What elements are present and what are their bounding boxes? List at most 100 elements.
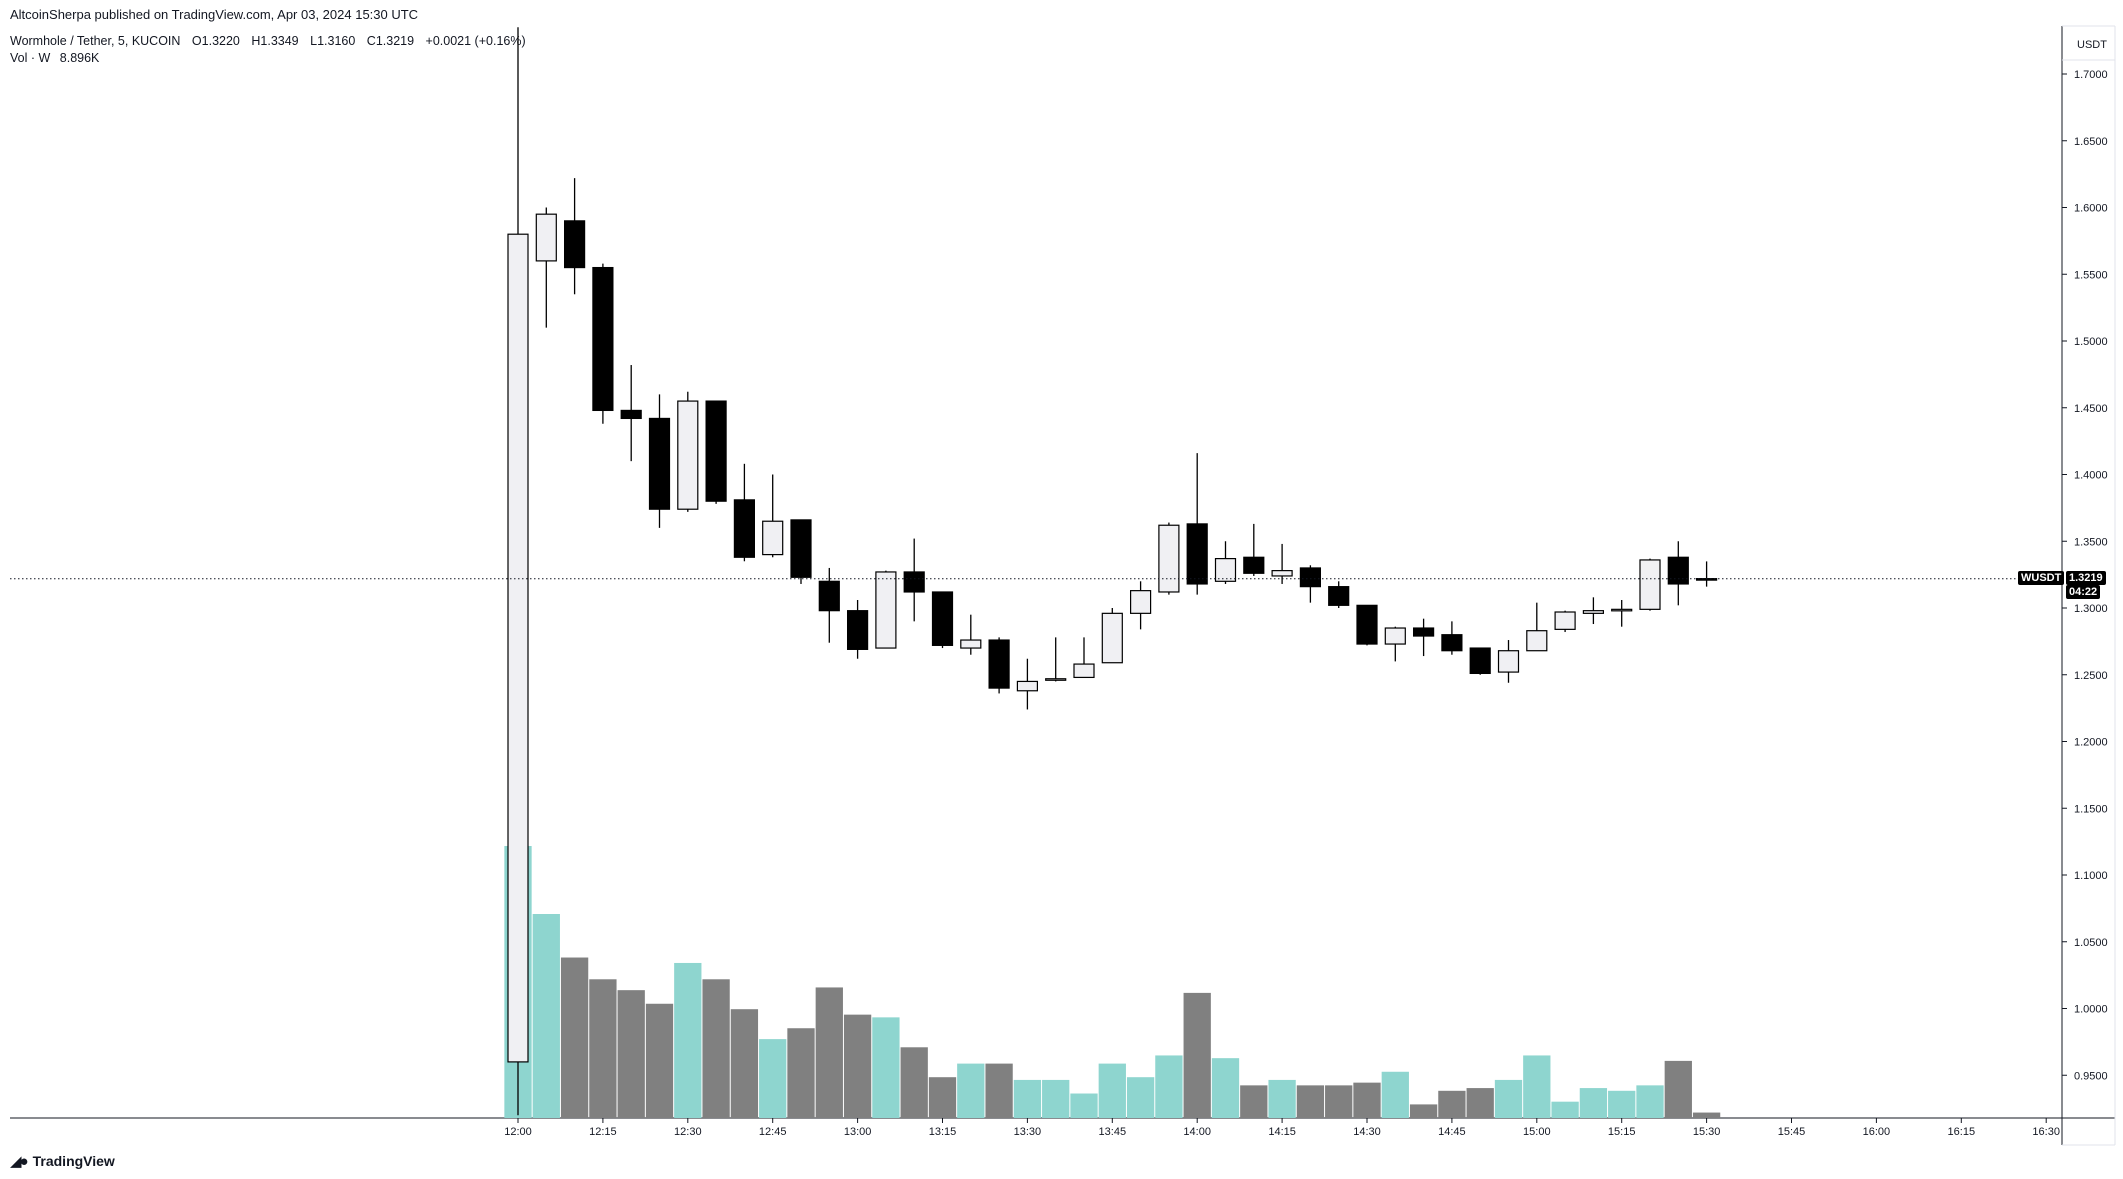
x-tick-label: 16:00	[1863, 1126, 1891, 1138]
symbol-legend: Wormhole / Tether, 5, KUCOIN O1.3220 H1.…	[10, 34, 534, 48]
candle-up	[1214, 558, 1237, 582]
y-tick-label: 1.0500	[2074, 937, 2108, 949]
volume-bar	[1381, 1071, 1409, 1118]
tradingview-logo-text: TradingView	[32, 1153, 115, 1169]
volume-bar	[1325, 1085, 1353, 1118]
candle-down	[1412, 627, 1435, 637]
candle-up	[1045, 678, 1067, 681]
candle-up	[1271, 570, 1293, 577]
volume-bar	[1608, 1090, 1636, 1118]
volume-legend: Vol · W 8.896K	[10, 51, 105, 65]
x-tick-label: 12:15	[589, 1126, 617, 1138]
x-tick-label: 12:30	[674, 1126, 702, 1138]
volume-bar	[1268, 1079, 1296, 1118]
y-tick-label: 1.4500	[2074, 403, 2108, 415]
candle-down	[705, 400, 727, 502]
candle-down	[1469, 647, 1491, 675]
x-tick-label: 14:45	[1438, 1126, 1466, 1138]
candle-up	[1158, 524, 1180, 593]
candle-up	[960, 639, 982, 649]
volume-bar	[900, 1047, 928, 1118]
x-tick-label: 15:45	[1778, 1126, 1806, 1138]
candle-down	[1243, 556, 1265, 574]
symbol-title[interactable]: Wormhole / Tether, 5, KUCOIN	[10, 34, 181, 48]
candle-down	[563, 220, 586, 269]
volume-bar	[1042, 1079, 1070, 1118]
volume-bar	[957, 1063, 985, 1118]
x-tick-label: 16:15	[1948, 1126, 1976, 1138]
time-axis[interactable]: 12:00 12:15 12:30 12:45 13:00 13:15 13:30 13:45…	[504, 1118, 2060, 1138]
volume-bar	[1013, 1079, 1042, 1118]
candle-up	[677, 400, 699, 510]
candle-down	[620, 409, 642, 420]
candle-down	[733, 499, 756, 558]
x-tick-label: 14:30	[1353, 1126, 1381, 1138]
volume-label[interactable]: Vol · W	[10, 51, 51, 65]
x-tick-label: 13:45	[1099, 1126, 1127, 1138]
candle-up	[507, 233, 529, 1063]
volume-bar	[532, 914, 560, 1118]
currency-label[interactable]: USDT	[2077, 39, 2107, 51]
volume-bar	[674, 962, 702, 1118]
volume-bar	[1579, 1088, 1608, 1118]
volume-bar	[617, 990, 645, 1118]
x-tick-label: 12:00	[504, 1126, 532, 1138]
candle-down	[1667, 556, 1689, 585]
x-tick-label: 15:15	[1608, 1126, 1636, 1138]
x-tick-label: 13:15	[929, 1126, 957, 1138]
candle-up	[1016, 680, 1039, 692]
candle-up	[1639, 559, 1661, 610]
volume-bar	[1211, 1058, 1240, 1118]
y-tick-label: 1.0000	[2074, 1004, 2108, 1016]
y-tick-label: 1.2500	[2074, 670, 2108, 682]
volume-bar	[1438, 1090, 1466, 1118]
x-tick-label: 16:30	[2032, 1126, 2060, 1138]
close-value: C1.3219	[366, 34, 415, 48]
volume-bar	[872, 1017, 900, 1118]
last-price-badge: 1.3219	[2066, 571, 2106, 585]
tradingview-logo[interactable]: ◢● TradingView	[10, 1152, 115, 1170]
volume-value: 8.896K	[59, 51, 100, 65]
volume-bar	[1664, 1060, 1692, 1118]
candle-down	[931, 591, 954, 646]
candle-up	[1101, 612, 1123, 664]
change-value: +0.0021 (+0.16%)	[425, 34, 526, 48]
volume-bar	[1098, 1063, 1126, 1118]
x-tick-label: 14:00	[1183, 1126, 1211, 1138]
candle-down	[988, 639, 1010, 689]
y-tick-label: 1.3000	[2074, 603, 2108, 615]
volume-bar	[1523, 1055, 1551, 1118]
open-value: O1.3220	[191, 34, 240, 48]
chart-grid	[10, 25, 2116, 1146]
y-tick-label: 1.2000	[2074, 737, 2108, 749]
volume-bar	[1296, 1085, 1325, 1118]
high-value: H1.3349	[251, 34, 299, 48]
volume-bar	[702, 979, 730, 1118]
candle-up	[1497, 650, 1520, 673]
bar-countdown: 04:22	[2066, 585, 2101, 599]
volume-bar	[1551, 1101, 1579, 1118]
volume-bar	[843, 1014, 872, 1118]
x-tick-label: 14:15	[1268, 1126, 1296, 1138]
volume-bar	[1353, 1082, 1381, 1118]
candle-down	[648, 417, 671, 510]
y-tick-label: 1.3500	[2074, 536, 2108, 548]
volume-bar	[1692, 1112, 1721, 1118]
candle-down	[1441, 634, 1463, 652]
candle-up	[1526, 630, 1548, 652]
price-axis[interactable]: 1.7000 1.6500 1.6000 1.5500 1.5000 1.4500 1.40…	[2062, 69, 2108, 1082]
y-tick-label: 1.5000	[2074, 336, 2108, 348]
candlesticks	[507, 27, 1718, 1116]
volume-bar	[928, 1077, 957, 1118]
candle-down	[592, 266, 614, 412]
candle-down	[846, 610, 869, 650]
volume-bar	[1466, 1088, 1494, 1118]
y-tick-label: 1.6500	[2074, 136, 2108, 148]
x-tick-label: 15:00	[1523, 1126, 1551, 1138]
x-tick-label: 15:30	[1693, 1126, 1721, 1138]
y-tick-label: 1.7000	[2074, 69, 2108, 81]
x-tick-label: 13:00	[844, 1126, 872, 1138]
volume-bar	[730, 1009, 759, 1118]
y-tick-label: 1.1500	[2074, 803, 2108, 815]
